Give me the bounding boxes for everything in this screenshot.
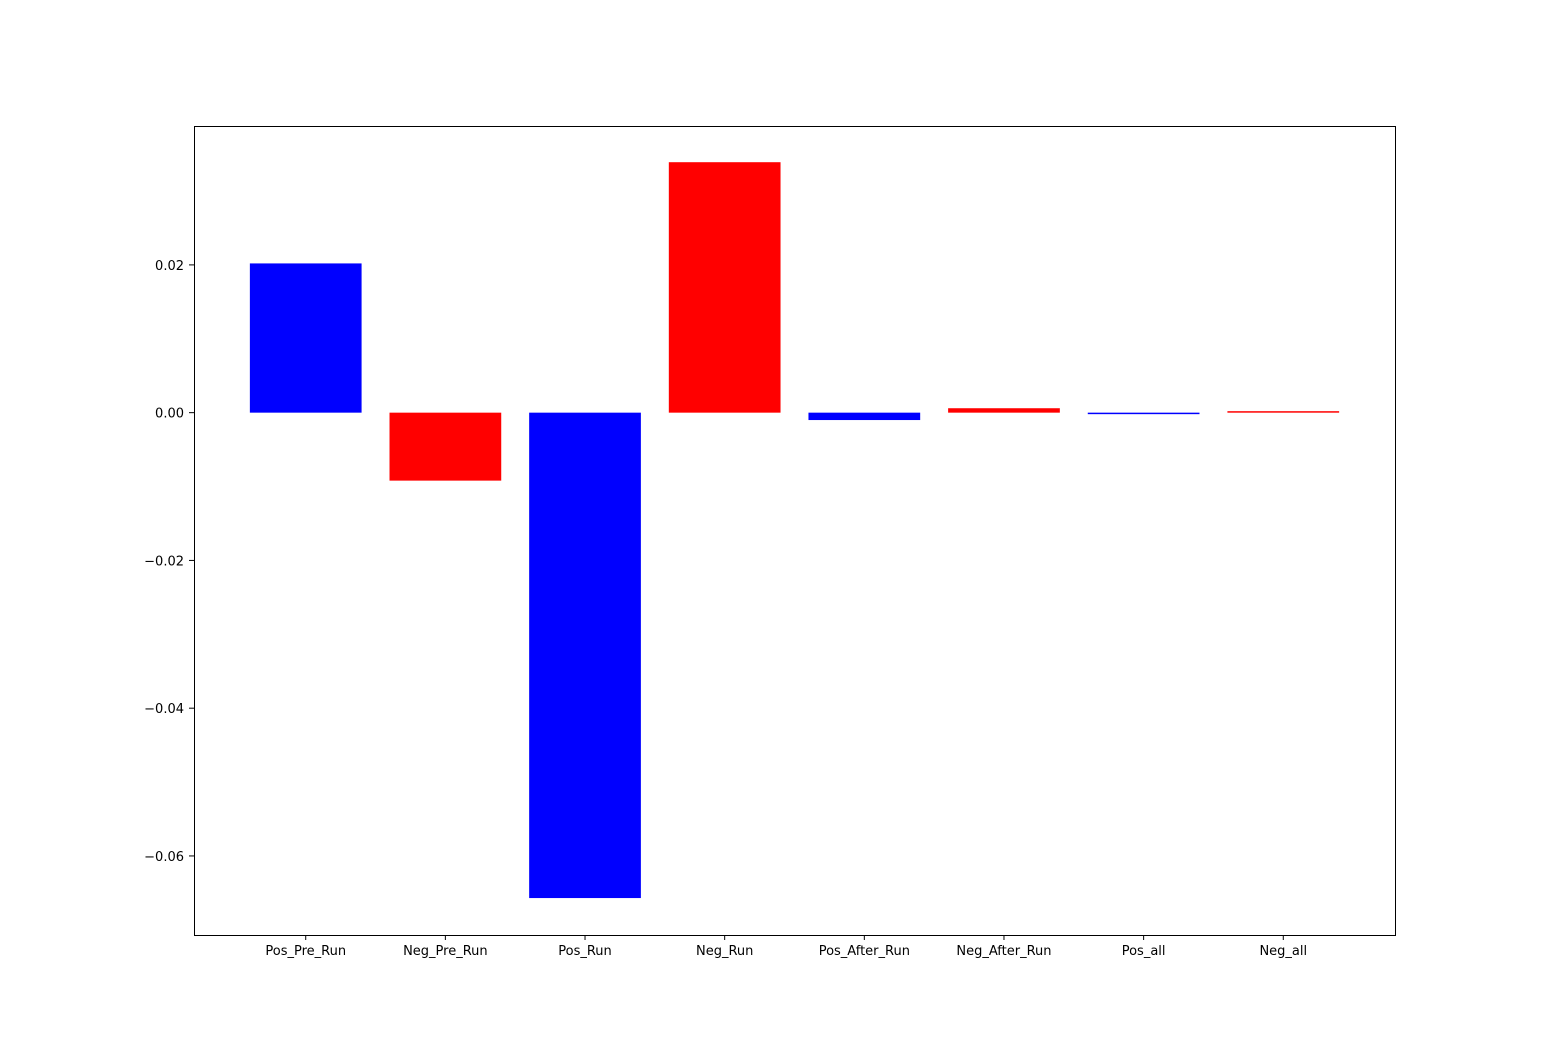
bar-neg-after-run bbox=[948, 408, 1060, 413]
y-tick-label: −0.06 bbox=[144, 850, 184, 865]
y-tick-label: −0.02 bbox=[144, 554, 184, 569]
bar-pos-run bbox=[529, 412, 641, 899]
bar-neg-pre-run bbox=[389, 412, 502, 481]
y-axis-ticks: 0.02 0.00 −0.02 −0.04 −0.06 bbox=[144, 259, 194, 865]
y-tick-label: 0.00 bbox=[155, 407, 184, 422]
y-tick-label: 0.02 bbox=[155, 259, 184, 274]
bar-neg-run bbox=[668, 162, 781, 413]
x-tick-label: Neg_Pre_Run bbox=[403, 944, 488, 959]
x-tick-label: Pos_Run bbox=[558, 944, 612, 959]
bar-neg-all bbox=[1227, 411, 1340, 413]
y-tick-label: −0.04 bbox=[144, 702, 184, 717]
x-tick-label: Neg_After_Run bbox=[956, 944, 1051, 959]
plot-frame bbox=[194, 126, 1396, 936]
bars-group bbox=[249, 162, 1340, 899]
x-tick-label: Neg_all bbox=[1259, 944, 1307, 959]
x-axis-ticks: Pos_Pre_Run Neg_Pre_Run Pos_Run Neg_Run Pos_… bbox=[265, 935, 1307, 959]
bar-pos-all bbox=[1087, 412, 1200, 415]
bar-pos-after-run bbox=[808, 412, 921, 421]
x-tick-label: Neg_Run bbox=[696, 944, 753, 959]
bar-pos-pre-run bbox=[249, 263, 362, 413]
x-tick-label: Pos_Pre_Run bbox=[265, 944, 346, 959]
x-tick-label: Pos_After_Run bbox=[819, 944, 910, 959]
x-tick-label: Pos_all bbox=[1122, 944, 1166, 959]
